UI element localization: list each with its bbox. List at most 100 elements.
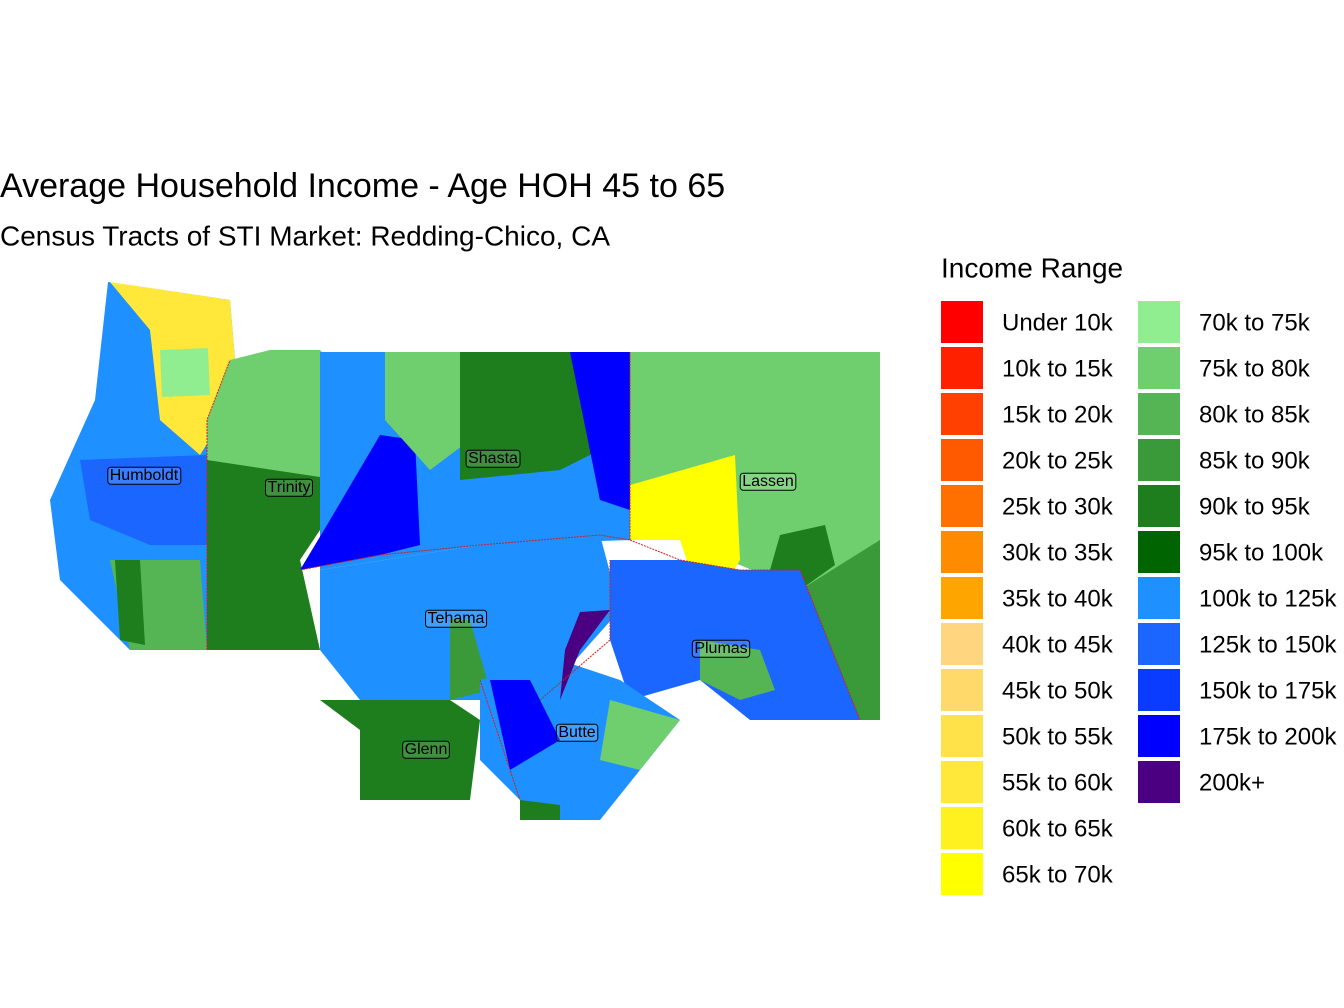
map-title: Average Household Income - Age HOH 45 to… xyxy=(0,167,725,205)
legend-swatch xyxy=(941,439,983,481)
map-subtitle: Census Tracts of STI Market: Redding-Chi… xyxy=(0,220,610,251)
legend-swatch xyxy=(1138,761,1180,803)
legend-label: 125k to 150k xyxy=(1199,631,1337,658)
county-label-group: Butte xyxy=(555,723,599,742)
county-label-group: Shasta xyxy=(465,449,521,468)
legend-label: 150k to 175k xyxy=(1199,677,1337,704)
tract-region xyxy=(115,560,145,645)
legend-label: 100k to 125k xyxy=(1199,585,1337,612)
legend-swatch xyxy=(1138,669,1180,711)
county-label-box xyxy=(402,740,450,759)
legend-label: Under 10k xyxy=(1002,309,1114,336)
legend-label: 90k to 95k xyxy=(1199,493,1311,520)
county-label-box xyxy=(555,723,599,742)
tract-region xyxy=(320,535,620,700)
legend-label: 60k to 65k xyxy=(1002,815,1114,842)
county-label-box xyxy=(465,449,521,468)
legend-swatch xyxy=(1138,301,1180,343)
tract-region xyxy=(520,800,560,820)
county-label-group: Plumas xyxy=(691,639,751,658)
county-label-group: Glenn xyxy=(402,740,450,759)
legend-label: 65k to 70k xyxy=(1002,861,1114,888)
county-label-box xyxy=(265,478,313,497)
county-label: Tehama xyxy=(428,610,485,627)
legend-swatch xyxy=(941,669,983,711)
legend-label: 35k to 40k xyxy=(1002,585,1114,612)
county-border xyxy=(479,679,521,801)
legend-swatch xyxy=(941,623,983,665)
tract-region xyxy=(385,352,470,470)
tract-region xyxy=(80,455,207,545)
legend-label: 70k to 75k xyxy=(1199,309,1311,336)
legend-label: 55k to 60k xyxy=(1002,769,1114,796)
county-label-box xyxy=(425,609,488,628)
county-label-group: Lassen xyxy=(739,472,797,491)
legend-swatch xyxy=(1138,439,1180,481)
county-label-group: Tehama xyxy=(425,609,488,628)
tract-region xyxy=(300,435,420,570)
legend-label: 80k to 85k xyxy=(1199,401,1311,428)
county-label-box xyxy=(739,472,797,491)
legend-label: 75k to 80k xyxy=(1199,355,1311,382)
tract-region xyxy=(460,352,600,480)
county-label: Glenn xyxy=(405,741,448,758)
legend: Income Range Under 10k 10k to 15k 15k to 2… xyxy=(941,252,1337,895)
county-label-box xyxy=(691,639,751,658)
county-border xyxy=(539,560,611,701)
legend-label: 20k to 25k xyxy=(1002,447,1114,474)
legend-swatch xyxy=(1138,485,1180,527)
legend-swatch xyxy=(941,485,983,527)
legend-swatch xyxy=(1138,393,1180,435)
county-label: Butte xyxy=(558,724,595,741)
legend-label: 95k to 100k xyxy=(1199,539,1324,566)
tract-region xyxy=(600,700,680,770)
legend-label: 40k to 45k xyxy=(1002,631,1114,658)
tract-region xyxy=(490,680,560,770)
county-label: Humboldt xyxy=(110,467,179,484)
legend-swatch xyxy=(941,531,983,573)
legend-swatch xyxy=(941,761,983,803)
legend-label: 10k to 15k xyxy=(1002,355,1114,382)
legend-swatch xyxy=(941,853,983,895)
legend-swatch xyxy=(941,807,983,849)
tract-region xyxy=(700,640,775,700)
county-labels: Humboldt Trinity Shasta Lassen Tehama Plumas G… xyxy=(107,449,797,759)
county-label: Plumas xyxy=(694,640,747,657)
legend-label: 85k to 90k xyxy=(1199,447,1311,474)
legend-title: Income Range xyxy=(941,252,1123,283)
county-label-group: Humboldt xyxy=(107,466,182,485)
legend-swatch xyxy=(941,393,983,435)
legend-label: 200k+ xyxy=(1199,769,1265,796)
legend-label: 25k to 30k xyxy=(1002,493,1114,520)
legend-label: 15k to 20k xyxy=(1002,401,1114,428)
legend-label: 30k to 35k xyxy=(1002,539,1114,566)
legend-swatch xyxy=(941,347,983,389)
legend-label: 50k to 55k xyxy=(1002,723,1114,750)
legend-swatch xyxy=(1138,623,1180,665)
tract-region xyxy=(570,352,630,510)
legend-label: 45k to 50k xyxy=(1002,677,1114,704)
tract-region xyxy=(320,700,480,800)
tract-region xyxy=(560,610,610,700)
legend-swatch xyxy=(1138,531,1180,573)
legend-swatch xyxy=(1138,577,1180,619)
county-label: Lassen xyxy=(742,473,794,490)
county-border xyxy=(206,359,231,650)
map xyxy=(50,282,880,820)
legend-swatch xyxy=(941,577,983,619)
tract-region xyxy=(160,348,210,397)
tract-region xyxy=(800,540,880,720)
county-label-box xyxy=(107,466,182,485)
county-border xyxy=(629,539,861,721)
tract-region xyxy=(207,430,340,650)
tract-region xyxy=(630,352,880,720)
tract-region xyxy=(630,455,740,600)
legend-swatch xyxy=(941,715,983,757)
county-label: Shasta xyxy=(468,450,518,467)
county-label-group: Trinity xyxy=(265,478,313,497)
county-border xyxy=(299,352,631,571)
legend-swatch xyxy=(1138,347,1180,389)
county-label: Trinity xyxy=(268,479,311,496)
legend-swatch xyxy=(1138,715,1180,757)
